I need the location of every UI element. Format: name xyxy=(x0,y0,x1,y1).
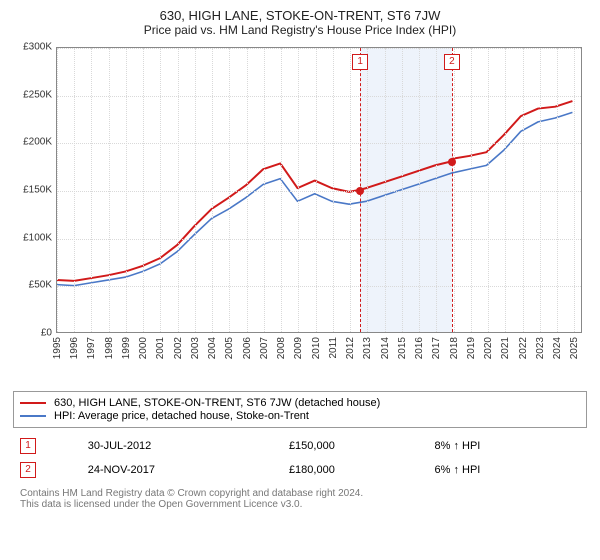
event-dot xyxy=(356,187,364,195)
legend-swatch xyxy=(20,402,46,404)
gridline-v xyxy=(74,48,75,332)
footer: Contains HM Land Registry data © Crown c… xyxy=(20,488,580,510)
gridline-v xyxy=(143,48,144,332)
event-delta: 8% ↑ HPI xyxy=(435,440,481,452)
chart-subtitle: Price paid vs. HM Land Registry's House … xyxy=(12,23,588,37)
gridline-v xyxy=(540,48,541,332)
gridline-v xyxy=(350,48,351,332)
gridline-v xyxy=(126,48,127,332)
gridline-v xyxy=(298,48,299,332)
gridline-v xyxy=(402,48,403,332)
gridline-v xyxy=(557,48,558,332)
gridline-v xyxy=(436,48,437,332)
gridline-v xyxy=(91,48,92,332)
gridline-h xyxy=(57,96,581,97)
event-dot xyxy=(448,158,456,166)
gridline-v xyxy=(471,48,472,332)
y-tick-label: £50K xyxy=(29,280,52,291)
y-tick-label: £150K xyxy=(23,185,52,196)
gridline-v xyxy=(160,48,161,332)
y-tick-label: £0 xyxy=(41,328,52,339)
legend-item: HPI: Average price, detached house, Stok… xyxy=(20,410,580,422)
y-tick-label: £200K xyxy=(23,137,52,148)
gridline-h xyxy=(57,286,581,287)
y-tick-label: £100K xyxy=(23,232,52,243)
gridline-h xyxy=(57,191,581,192)
gridline-v xyxy=(574,48,575,332)
gridline-v xyxy=(57,48,58,332)
gridline-h xyxy=(57,48,581,49)
y-tick-label: £300K xyxy=(23,42,52,53)
event-date: 24-NOV-2017 xyxy=(88,458,289,482)
plot-box: 12 £0£50K£100K£150K£200K£250K£300K199519… xyxy=(12,43,588,383)
gridline-v xyxy=(264,48,265,332)
legend-label: 630, HIGH LANE, STOKE-ON-TRENT, ST6 7JW … xyxy=(54,397,380,409)
gridline-v xyxy=(195,48,196,332)
gridline-v xyxy=(367,48,368,332)
gridline-v xyxy=(178,48,179,332)
gridline-v xyxy=(523,48,524,332)
legend-label: HPI: Average price, detached house, Stok… xyxy=(54,410,309,422)
gridline-h xyxy=(57,239,581,240)
event-tag: 2 xyxy=(444,54,460,70)
gridline-v xyxy=(454,48,455,332)
gridline-v xyxy=(212,48,213,332)
legend-item: 630, HIGH LANE, STOKE-ON-TRENT, ST6 7JW … xyxy=(20,397,580,409)
gridline-v xyxy=(385,48,386,332)
footer-line: Contains HM Land Registry data © Crown c… xyxy=(20,488,580,499)
events-table: 1 30-JUL-2012 £150,000 8% ↑ HPI 2 24-NOV… xyxy=(20,434,580,482)
event-line xyxy=(452,48,453,332)
gridline-v xyxy=(229,48,230,332)
event-number-box: 1 xyxy=(20,438,36,454)
event-tag: 1 xyxy=(352,54,368,70)
footer-line: This data is licensed under the Open Gov… xyxy=(20,499,580,510)
gridline-v xyxy=(419,48,420,332)
event-price: £150,000 xyxy=(289,434,435,458)
legend: 630, HIGH LANE, STOKE-ON-TRENT, ST6 7JW … xyxy=(13,391,587,428)
event-row: 1 30-JUL-2012 £150,000 8% ↑ HPI xyxy=(20,434,580,458)
event-number-box: 2 xyxy=(20,462,36,478)
gridline-h xyxy=(57,143,581,144)
event-price: £180,000 xyxy=(289,458,435,482)
x-tick-label: 2025 xyxy=(569,337,600,359)
chart-title: 630, HIGH LANE, STOKE-ON-TRENT, ST6 7JW xyxy=(12,8,588,23)
event-row: 2 24-NOV-2017 £180,000 6% ↑ HPI xyxy=(20,458,580,482)
series-lines xyxy=(57,48,581,332)
gridline-v xyxy=(281,48,282,332)
gridline-v xyxy=(505,48,506,332)
gridline-v xyxy=(488,48,489,332)
gridline-v xyxy=(247,48,248,332)
gridline-v xyxy=(333,48,334,332)
event-date: 30-JUL-2012 xyxy=(88,434,289,458)
price-history-chart: 630, HIGH LANE, STOKE-ON-TRENT, ST6 7JW … xyxy=(0,0,600,514)
legend-swatch xyxy=(20,415,46,417)
y-tick-label: £250K xyxy=(23,89,52,100)
gridline-v xyxy=(109,48,110,332)
event-delta: 6% ↑ HPI xyxy=(435,464,481,476)
gridline-v xyxy=(316,48,317,332)
plot-area: 12 xyxy=(56,47,582,333)
